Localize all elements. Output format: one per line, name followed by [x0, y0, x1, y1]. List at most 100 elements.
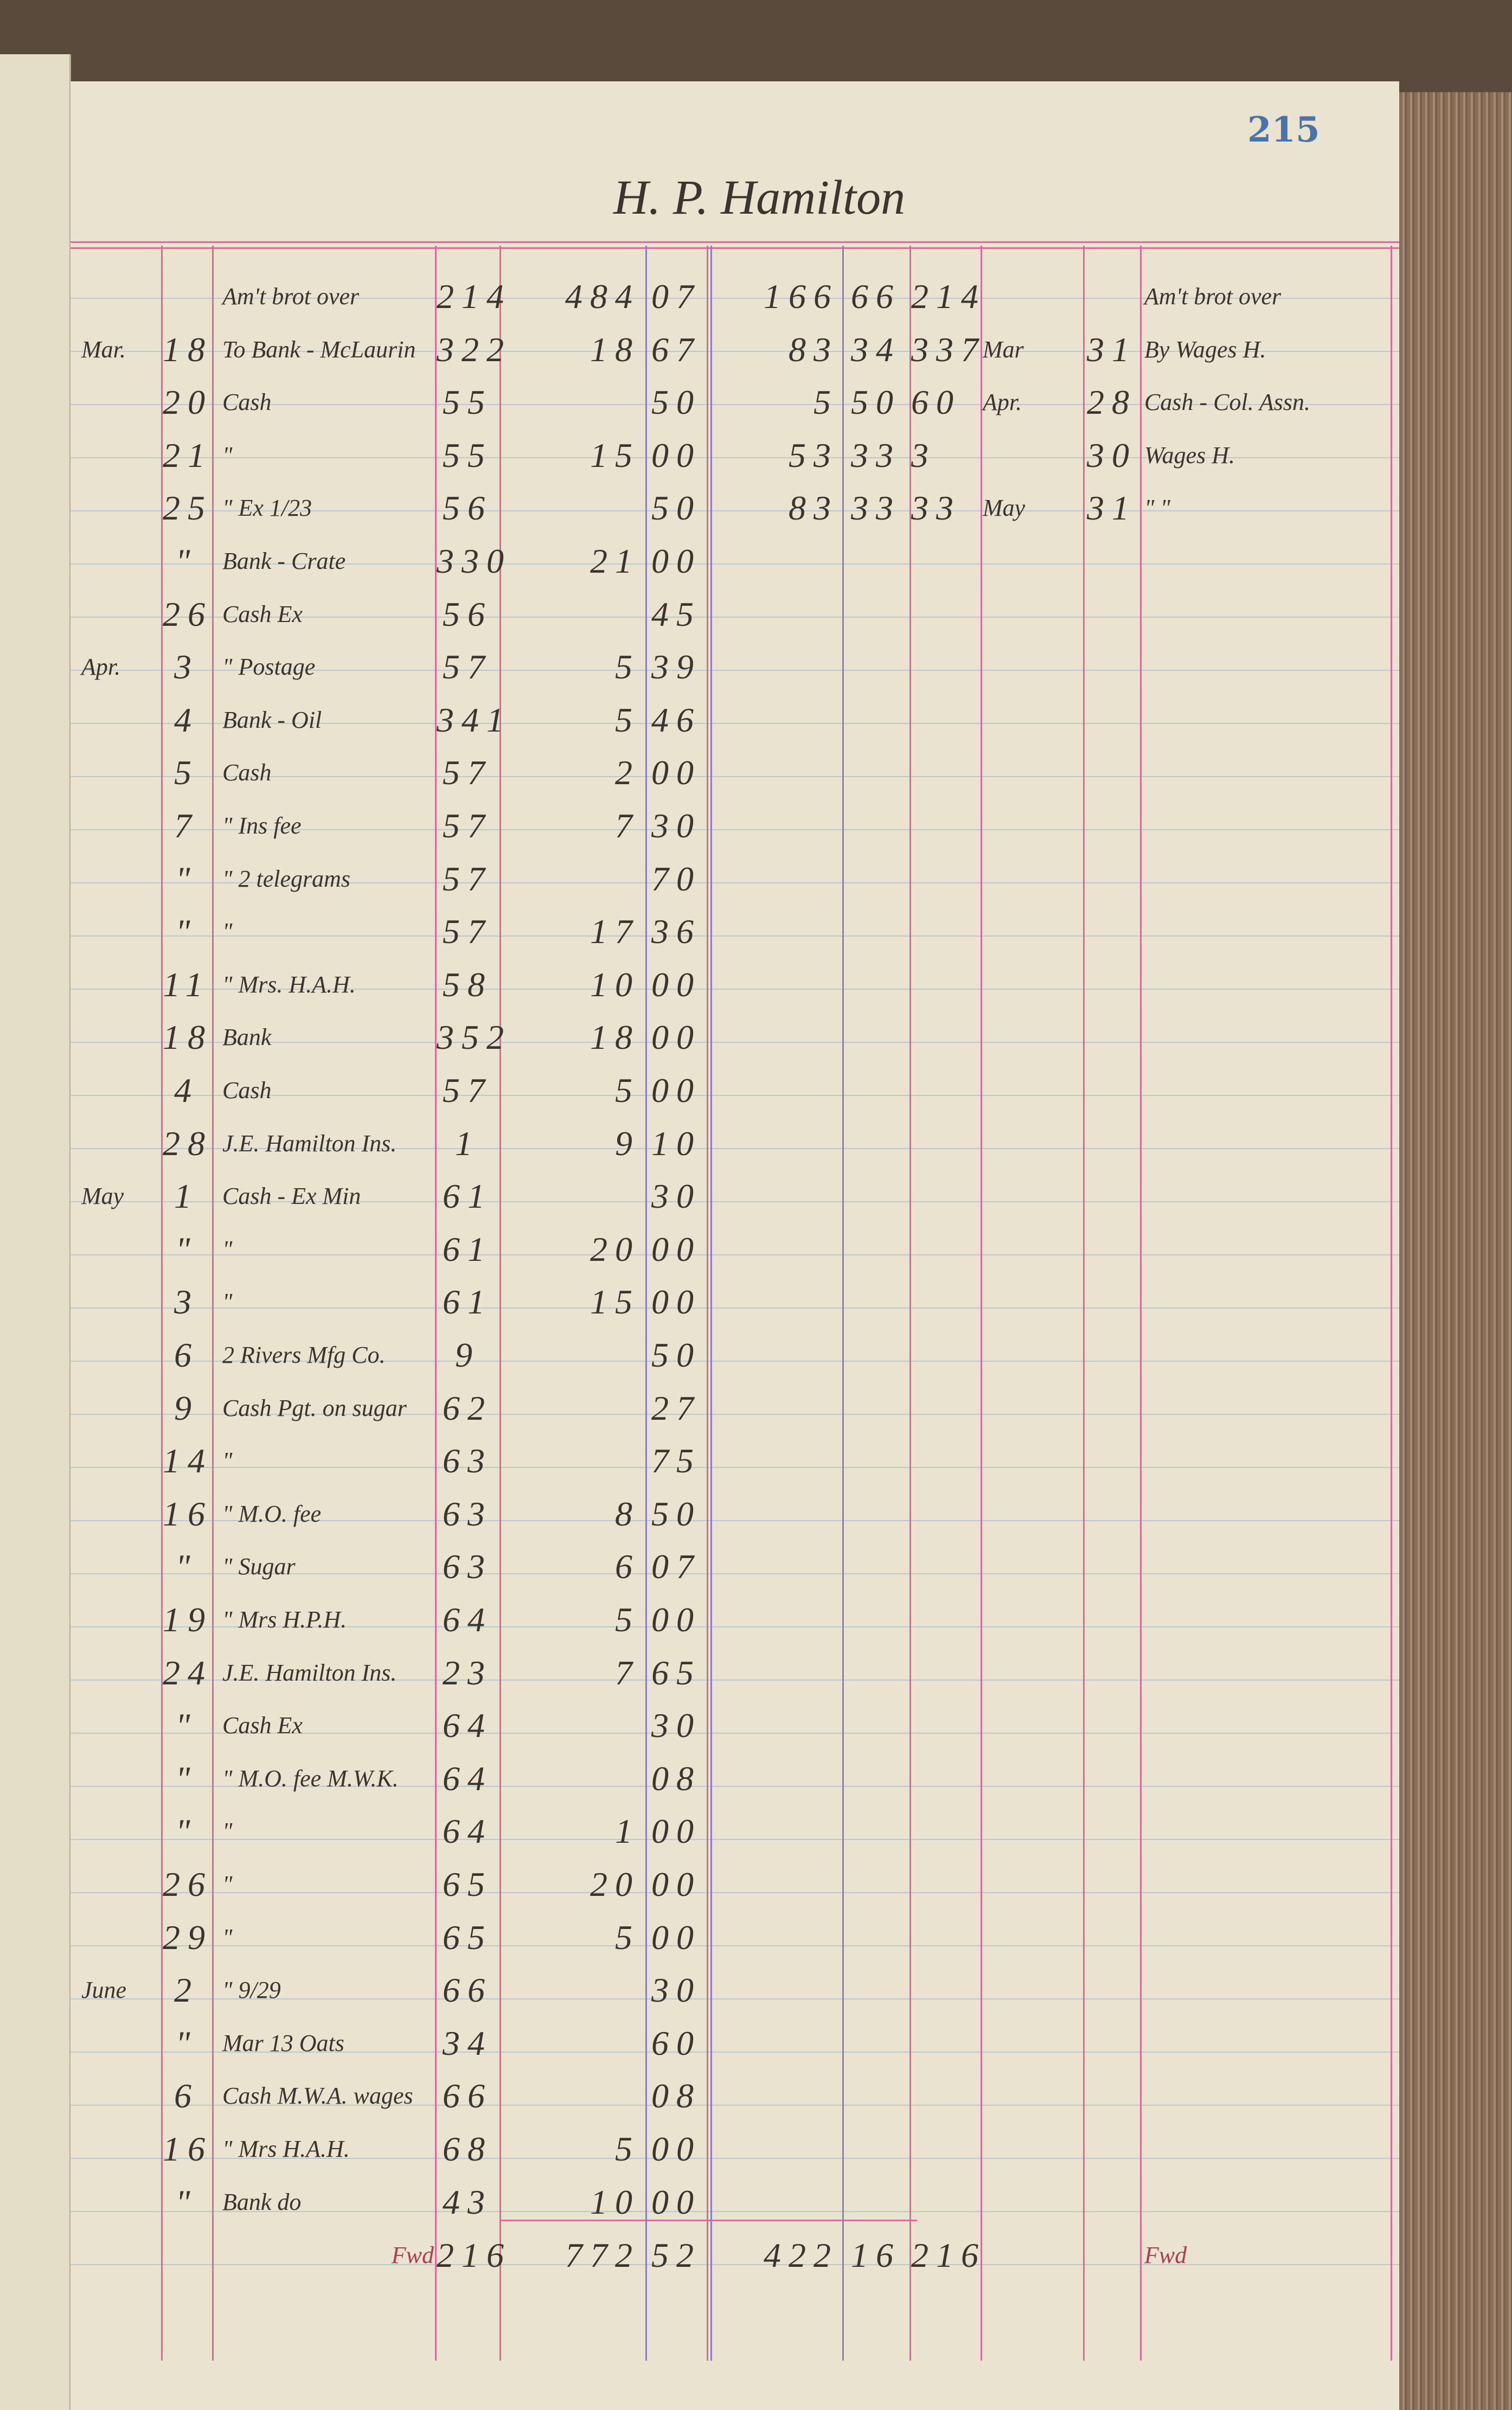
debit-description: Mar 13 Oats [222, 2029, 344, 2056]
debit-day: " [175, 1759, 198, 1798]
debit-description: " [222, 1289, 233, 1316]
debit-folio: 57 [443, 806, 492, 845]
debit-day: " [175, 2023, 198, 2062]
debit-folio: 61 [443, 1177, 492, 1216]
debit-description: Bank [222, 1024, 272, 1051]
debit-day: 26 [163, 1865, 213, 1903]
debit-description: Cash Pgt. on sugar [222, 1394, 407, 1421]
debit-folio: 63 [443, 1441, 492, 1480]
debit-folio: 322 [437, 330, 511, 369]
debit-cents: 00 [651, 753, 701, 792]
cents-rule [710, 246, 712, 2361]
debit-description: To Bank - McLaurin [222, 336, 416, 363]
debit-day: 7 [174, 806, 199, 845]
debit-dollars: 5 [615, 1600, 640, 1639]
header-rule [71, 241, 1399, 243]
debit-dollars: 17 [590, 912, 640, 951]
debit-description: Bank - Crate [222, 548, 346, 574]
column-rule [707, 246, 708, 2361]
debit-day: 4 [174, 1071, 199, 1110]
debit-month: Mar. [81, 336, 126, 363]
credit-cents: 33 [851, 435, 901, 475]
credit-description: Wages H. [1144, 441, 1235, 469]
credit-cents: 34 [851, 330, 901, 369]
debit-dollars: 7 [615, 806, 640, 845]
debit-cents: 45 [651, 594, 701, 633]
debit-day: 2 [174, 1971, 199, 2010]
debit-cents: 00 [651, 1865, 701, 1903]
total-folio: 216 [437, 2236, 511, 2274]
page-number: 215 [1247, 110, 1320, 150]
debit-description: " M.O. fee [222, 1500, 322, 1527]
debit-description: " Mrs. H.A.H. [222, 971, 356, 998]
debit-folio: 57 [443, 1071, 492, 1110]
debit-cents: 00 [651, 435, 701, 475]
debit-folio: 62 [443, 1388, 492, 1427]
debit-description: " Postage [222, 653, 316, 681]
credit-dollars: 166 [764, 277, 838, 316]
debit-folio: 58 [443, 965, 492, 1004]
debit-day: 26 [163, 594, 213, 633]
debit-description: " M.O. fee M.W.K. [222, 1765, 399, 1792]
debit-folio: 9 [455, 1336, 480, 1374]
column-rule [499, 246, 501, 2361]
debit-day: " [175, 1547, 198, 1586]
left-page [0, 54, 71, 2410]
debit-description: Am't brot over [222, 283, 360, 310]
debit-folio: 57 [443, 648, 492, 687]
debit-day: 24 [163, 1653, 213, 1692]
debit-day: 5 [174, 753, 199, 792]
debit-folio: 341 [437, 700, 511, 739]
debit-day: 3 [174, 1283, 199, 1322]
debit-description: 2 Rivers Mfg Co. [222, 1342, 386, 1368]
debit-folio: 61 [443, 1229, 492, 1268]
column-rule [909, 246, 911, 2361]
debit-description: " Mrs H.A.H. [222, 2136, 350, 2162]
debit-month: Apr. [81, 653, 121, 681]
cents-rule [645, 246, 647, 2361]
debit-folio: 68 [443, 2130, 492, 2168]
debit-cents: 39 [651, 648, 701, 687]
debit-folio: 64 [443, 1706, 492, 1745]
debit-day: 16 [163, 1494, 213, 1533]
credit-day: 31 [1087, 489, 1137, 528]
debit-description: " [222, 1235, 233, 1262]
debit-folio: 352 [437, 1018, 511, 1057]
credit-cents: 66 [851, 277, 901, 316]
debit-cents: 27 [651, 1388, 701, 1427]
debit-folio: 64 [443, 1600, 492, 1639]
debit-description: " [222, 1924, 233, 1951]
debit-cents: 70 [651, 859, 701, 898]
debit-cents: 07 [651, 277, 701, 316]
column-rule [1391, 246, 1392, 2361]
debit-description: Cash [222, 759, 272, 786]
credit-day: 30 [1087, 435, 1137, 475]
credit-dollars: 83 [789, 489, 838, 528]
total-cents: 16 [851, 2236, 901, 2274]
debit-description: Cash [222, 1077, 272, 1104]
debit-cents: 50 [651, 489, 701, 528]
debit-day: 6 [174, 2076, 199, 2116]
debit-folio: 1 [455, 1124, 480, 1163]
credit-folio: 33 [911, 489, 961, 528]
debit-description: " [222, 1818, 233, 1845]
debit-dollars: 5 [615, 1071, 640, 1110]
total-dollars: 422 [764, 2236, 838, 2274]
ruled-lines [71, 246, 1399, 2306]
debit-cents: 00 [651, 1918, 701, 1957]
debit-day: " [175, 1812, 198, 1851]
debit-day: 14 [163, 1441, 213, 1480]
debit-description: " [222, 1871, 233, 1898]
debit-folio: 63 [443, 1547, 492, 1586]
debit-description: Bank do [222, 2188, 302, 2215]
debit-cents: 30 [651, 806, 701, 845]
debit-dollars: 20 [590, 1229, 640, 1268]
credit-description: Am't brot over [1144, 283, 1282, 310]
debit-day: 6 [174, 1336, 199, 1374]
column-rule [161, 246, 163, 2361]
debit-day: 3 [174, 648, 199, 687]
debit-dollars: 8 [615, 1494, 640, 1533]
debit-description: Cash M.W.A. wages [222, 2082, 413, 2110]
debit-folio: 57 [443, 859, 492, 898]
credit-dollars: 53 [789, 435, 838, 475]
